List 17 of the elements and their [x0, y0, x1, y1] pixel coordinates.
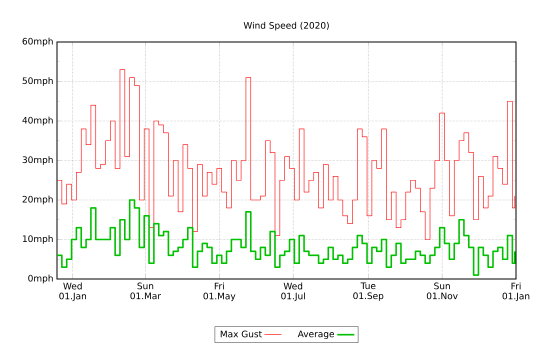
x-tick-label: Fri 01.Jan [502, 282, 530, 302]
legend-label: Max Gust [220, 330, 262, 338]
y-tick-label: 50mph [22, 77, 53, 86]
x-tick-label: Sun 01.Mar [130, 282, 161, 300]
x-tick-label: Tue 01.Sep [353, 282, 384, 301]
y-tick-label: 60mph [22, 38, 53, 46]
y-tick-label: 40mph [22, 116, 53, 126]
chart-title: Wind Speed (2020) [244, 22, 329, 30]
y-tick-label: 30mph [22, 156, 53, 165]
y-tick-label: 0mph [28, 274, 53, 284]
x-tick-label: Sun 01.Nov [426, 282, 458, 300]
x-tick-label: Wed 01.Jan [59, 282, 86, 302]
x-tick-label: Fri 01.May [203, 282, 236, 302]
legend-label: Average [298, 330, 334, 340]
x-tick-label: Wed 01.Jul [281, 282, 305, 302]
y-tick-label: 10mph [22, 235, 53, 244]
y-tick-label: 20mph [22, 196, 53, 204]
